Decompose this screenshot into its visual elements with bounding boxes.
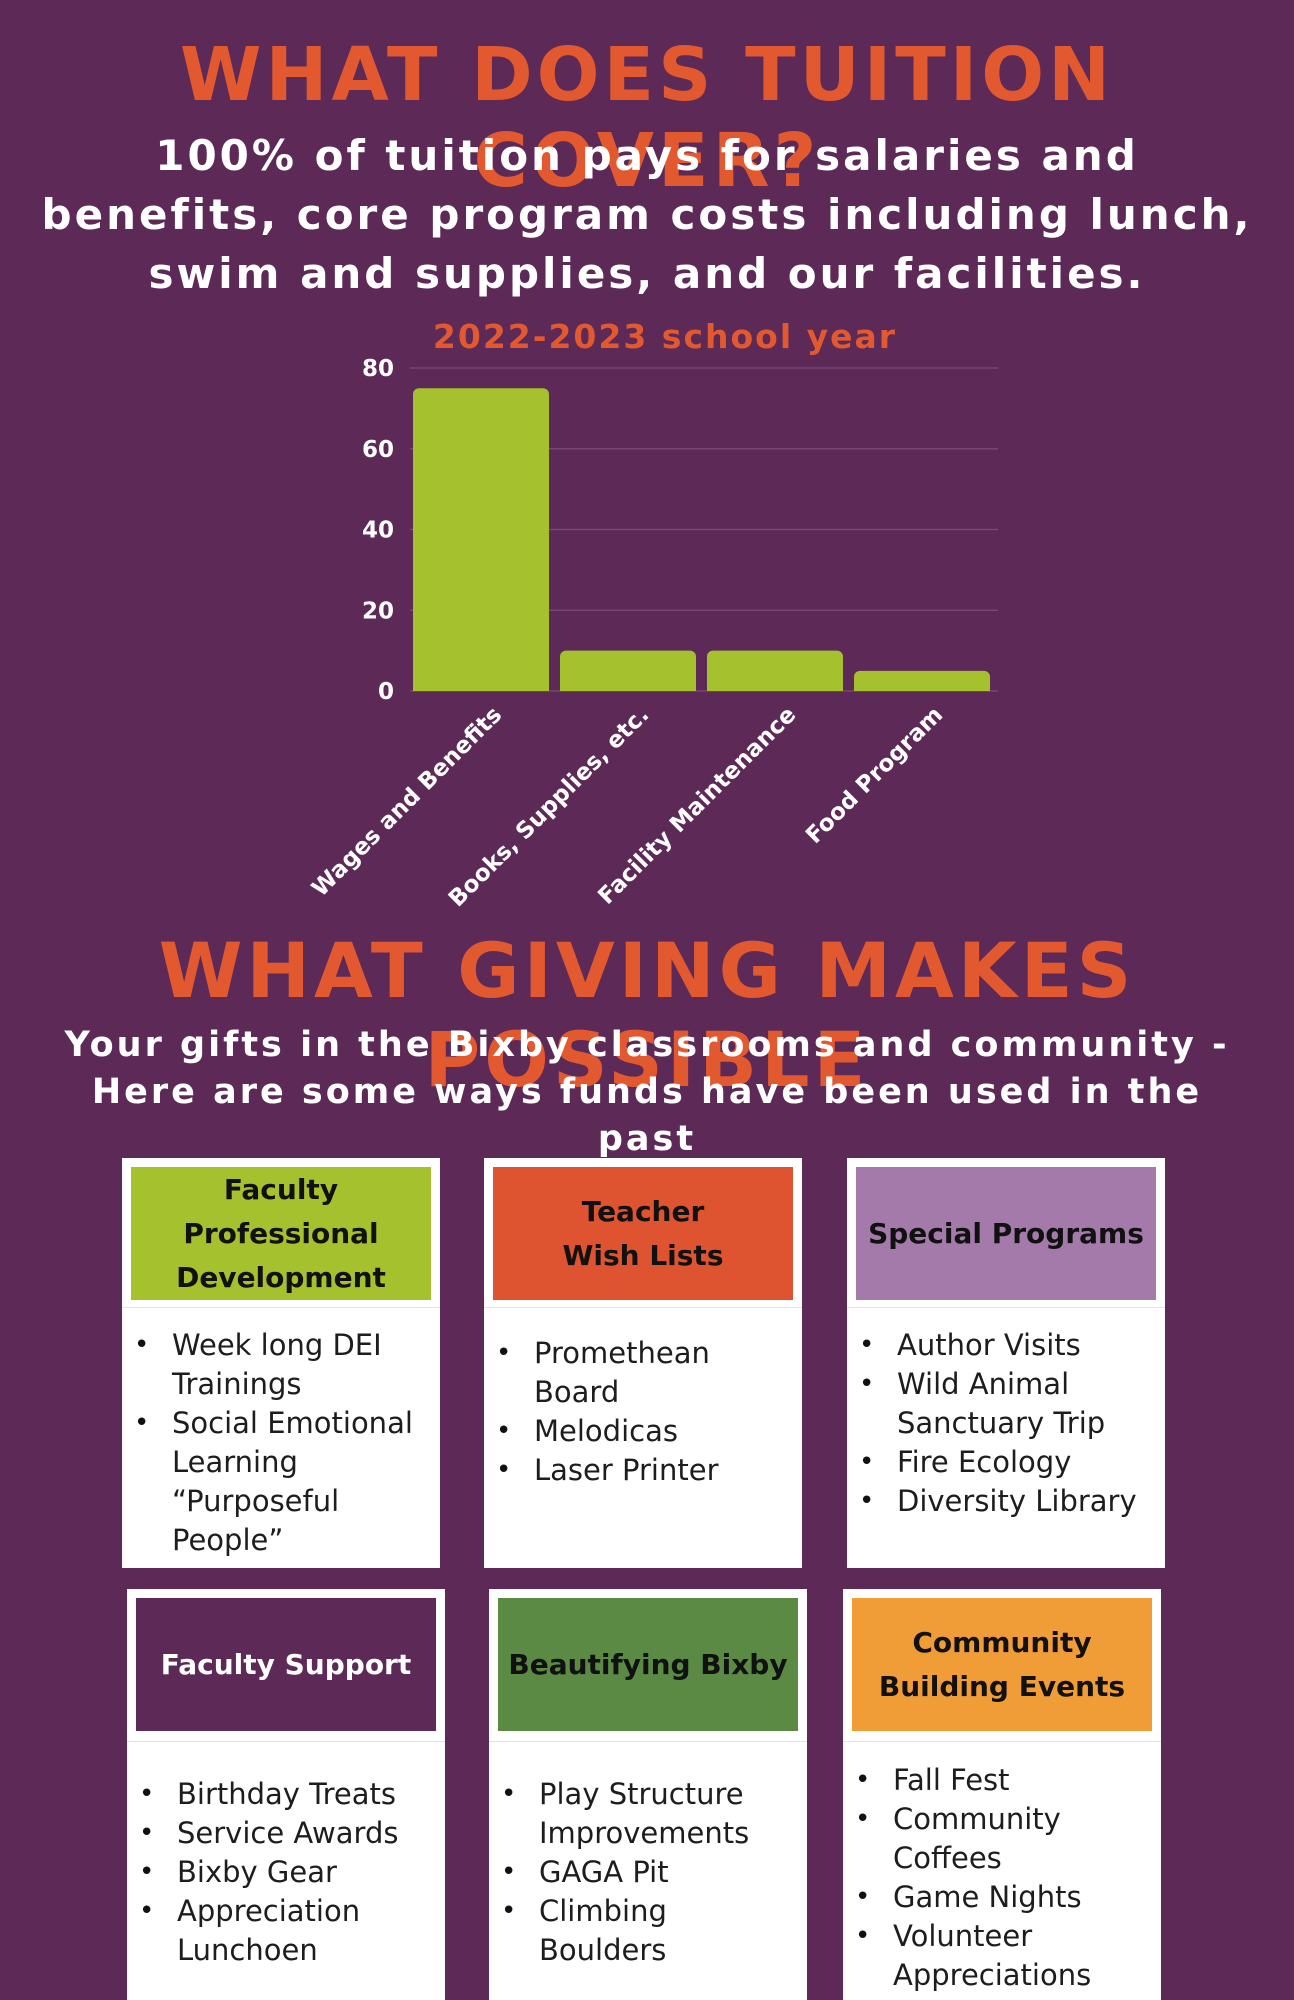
page-title: WHAT DOES TUITION COVER? bbox=[179, 32, 1115, 204]
card-divider bbox=[484, 1307, 802, 1308]
giving-title: WHAT GIVING MAKES POSSIBLE bbox=[158, 926, 1136, 1104]
list-item: Week long DEI Trainings bbox=[134, 1326, 434, 1404]
card-divider bbox=[122, 1307, 440, 1308]
card-header-line: Professional bbox=[183, 1216, 379, 1250]
card-header-line: Wish Lists bbox=[562, 1238, 724, 1272]
chart-title: 2022-2023 school year bbox=[433, 317, 897, 356]
list-item: Wild Animal Sanctuary Trip bbox=[859, 1365, 1159, 1443]
tuition-subtitle: 100% of tuition pays for salaries and be… bbox=[41, 131, 1253, 298]
y-tick-label: 40 bbox=[362, 518, 394, 544]
card-special-programs: Special Programs Author Visits Wild Anim… bbox=[847, 1158, 1165, 1568]
bar-base bbox=[560, 683, 696, 691]
giving-subtitle: Your gifts in the Bixby classrooms and c… bbox=[64, 1025, 1230, 1159]
card-divider bbox=[489, 1741, 807, 1742]
card-divider bbox=[127, 1741, 445, 1742]
card-community-building-events: Community Building Events Fall Fest Comm… bbox=[843, 1589, 1161, 2000]
list-item: Game Nights bbox=[855, 1878, 1155, 1917]
list-item: Fall Fest bbox=[855, 1761, 1155, 1800]
card-header: Community Building Events bbox=[852, 1598, 1152, 1731]
list-item: Birthday Treats bbox=[139, 1775, 439, 1814]
card-beautifying-bixby: Beautifying Bixby Play Structure Improve… bbox=[489, 1589, 807, 2000]
bar bbox=[560, 650, 696, 691]
list-item: Appreciation Lunchoen bbox=[139, 1892, 439, 1970]
card-list: Promethean Board Melodicas Laser Printer bbox=[484, 1334, 802, 1490]
card-divider bbox=[843, 1741, 1161, 1742]
card-header-line: Teacher bbox=[581, 1194, 705, 1228]
bar bbox=[413, 388, 549, 691]
y-tick-label: 80 bbox=[362, 356, 394, 382]
card-header: Faculty Support bbox=[136, 1598, 436, 1731]
card-divider bbox=[847, 1307, 1165, 1308]
list-item: GAGA Pit bbox=[501, 1853, 801, 1892]
x-tick-label: Food Program bbox=[801, 702, 948, 849]
list-item: Social Emotional Learning “Purposeful Pe… bbox=[134, 1404, 434, 1560]
card-faculty-professional-development: Faculty Professional Development Week lo… bbox=[122, 1158, 440, 1568]
card-header-line: Special Programs bbox=[868, 1216, 1144, 1250]
y-tick-label: 20 bbox=[362, 598, 394, 624]
card-faculty-support: Faculty Support Birthday Treats Service … bbox=[127, 1589, 445, 2000]
card-header-line: Community bbox=[912, 1625, 1092, 1659]
list-item: Diversity Library bbox=[859, 1482, 1159, 1521]
list-item: Fire Ecology bbox=[859, 1443, 1159, 1482]
card-header-line: Beautifying Bixby bbox=[508, 1647, 788, 1681]
card-header-line: Faculty Support bbox=[160, 1647, 412, 1681]
card-header-line: Building Events bbox=[878, 1669, 1126, 1703]
card-header: Teacher Wish Lists bbox=[493, 1167, 793, 1300]
list-item: Author Visits bbox=[859, 1326, 1159, 1365]
y-tick-label: 60 bbox=[362, 437, 394, 463]
y-tick-label: 0 bbox=[378, 679, 394, 705]
card-header-line: Development bbox=[176, 1260, 386, 1294]
bar bbox=[707, 650, 843, 691]
list-item: Bixby Gear bbox=[139, 1853, 439, 1892]
list-item: Service Awards bbox=[139, 1814, 439, 1853]
card-list: Fall Fest Community Coffees Game Nights … bbox=[843, 1761, 1161, 1995]
card-list: Play Structure Improvements GAGA Pit Cli… bbox=[489, 1775, 807, 1970]
bar-base bbox=[854, 683, 990, 691]
list-item: Laser Printer bbox=[496, 1451, 796, 1490]
card-teacher-wish-lists: Teacher Wish Lists Promethean Board Melo… bbox=[484, 1158, 802, 1568]
list-item: Volunteer Appreciations bbox=[855, 1917, 1155, 1995]
list-item: Play Structure Improvements bbox=[501, 1775, 801, 1853]
card-list: Birthday Treats Service Awards Bixby Gea… bbox=[127, 1775, 445, 1970]
card-list: Week long DEI Trainings Social Emotional… bbox=[122, 1326, 440, 1560]
card-header: Beautifying Bixby bbox=[498, 1598, 798, 1731]
list-item: Promethean Board bbox=[496, 1334, 796, 1412]
card-header-line: Faculty bbox=[223, 1172, 339, 1206]
card-header: Special Programs bbox=[856, 1167, 1156, 1300]
list-item: Melodicas bbox=[496, 1412, 796, 1451]
list-item: Community Coffees bbox=[855, 1800, 1155, 1878]
bar-base bbox=[707, 683, 843, 691]
list-item: Climbing Boulders bbox=[501, 1892, 801, 1970]
card-header: Faculty Professional Development bbox=[131, 1167, 431, 1300]
card-list: Author Visits Wild Animal Sanctuary Trip… bbox=[847, 1326, 1165, 1521]
bar-base bbox=[413, 683, 549, 691]
